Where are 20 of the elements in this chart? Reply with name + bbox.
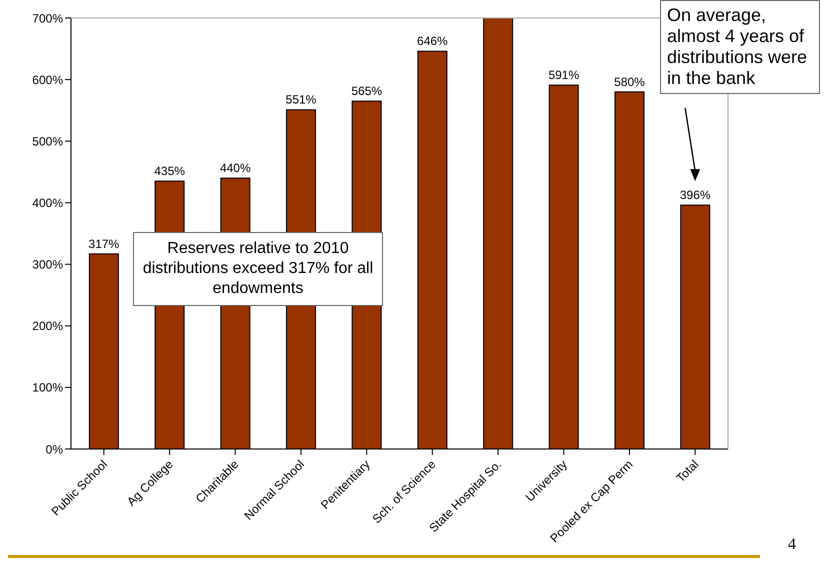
y-tick-label: 0% — [46, 442, 64, 456]
y-tick-label: 500% — [32, 134, 64, 148]
data-label: 565% — [351, 84, 382, 98]
data-label: 551% — [286, 92, 317, 107]
text: 4 — [788, 536, 796, 554]
data-label: 317% — [88, 236, 120, 251]
y-tick-label: 600% — [32, 72, 64, 87]
annotation: Reserves relative to 2010 distributions exceed 317% for all endowments — [133, 232, 383, 306]
y-tick-label: 200% — [32, 319, 64, 334]
y-tick-label: 700% — [32, 11, 64, 26]
y-tick-label: 100% — [32, 380, 64, 395]
data-label: 435% — [154, 164, 186, 178]
y-tick-label: 300% — [32, 258, 64, 272]
data-label: 646% — [417, 34, 448, 48]
data-label: 440% — [220, 161, 251, 176]
annotation: On average, almost 4 years of distributions were in the bank — [660, 0, 820, 94]
data-label: 580% — [614, 74, 646, 89]
data-label: 396% — [680, 188, 711, 202]
y-tick-label: 400% — [32, 196, 64, 210]
data-label: 591% — [548, 68, 580, 82]
